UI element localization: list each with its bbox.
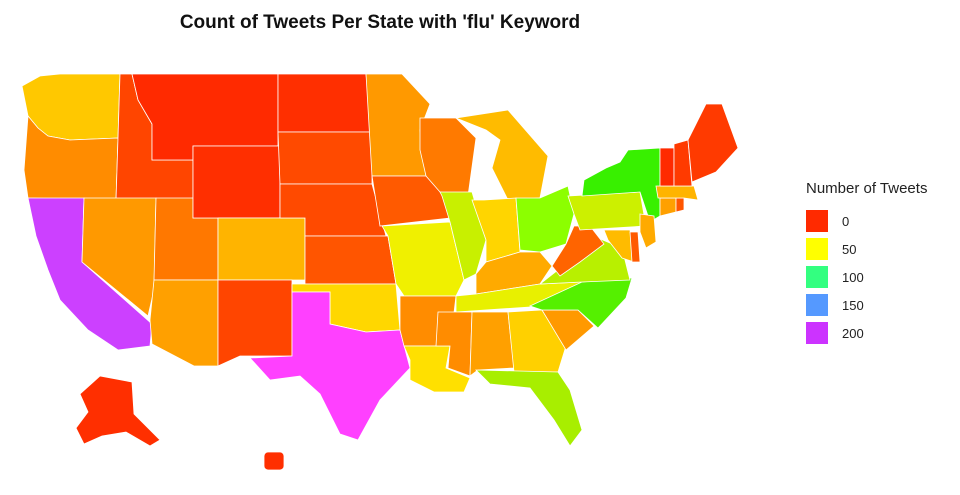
legend-item-0: 0 bbox=[806, 207, 927, 235]
us-map bbox=[21, 73, 739, 471]
state-connecticut bbox=[659, 197, 677, 217]
state-rhode-island bbox=[675, 197, 685, 213]
state-louisiana bbox=[403, 345, 471, 393]
state-nevada bbox=[81, 197, 157, 317]
state-alaska bbox=[75, 375, 161, 447]
legend-item-50: 50 bbox=[806, 235, 927, 263]
state-texas bbox=[249, 291, 411, 441]
state-ohio bbox=[515, 185, 575, 253]
state-hawaii bbox=[263, 451, 285, 471]
state-maine bbox=[687, 103, 739, 183]
state-wyoming bbox=[192, 145, 281, 219]
legend-item-150: 150 bbox=[806, 291, 927, 319]
state-new-hampshire bbox=[673, 139, 693, 187]
legend-label-150: 150 bbox=[842, 297, 864, 313]
state-florida bbox=[475, 369, 583, 447]
state-arizona bbox=[149, 279, 219, 367]
legend-label-200: 200 bbox=[842, 325, 864, 341]
state-south-dakota bbox=[277, 131, 373, 185]
legend-swatch-50 bbox=[806, 238, 828, 260]
state-delaware bbox=[629, 231, 641, 263]
legend-label-50: 50 bbox=[842, 241, 857, 257]
legend-label-100: 100 bbox=[842, 269, 864, 285]
legend-label-0: 0 bbox=[842, 213, 850, 229]
state-massachusetts bbox=[655, 185, 699, 201]
state-west-virginia bbox=[551, 225, 605, 277]
state-vermont bbox=[659, 147, 675, 187]
state-pennsylvania bbox=[567, 191, 647, 231]
legend-swatch-0 bbox=[806, 210, 828, 232]
state-colorado bbox=[217, 217, 306, 281]
legend-swatch-100 bbox=[806, 266, 828, 288]
legend: Number of Tweets 0 50 100 150 200 bbox=[806, 180, 927, 347]
legend-item-100: 100 bbox=[806, 263, 927, 291]
legend-swatch-200 bbox=[806, 322, 828, 344]
legend-item-200: 200 bbox=[806, 319, 927, 347]
legend-title: Number of Tweets bbox=[806, 180, 928, 197]
state-new-mexico bbox=[217, 279, 293, 367]
state-north-dakota bbox=[277, 73, 373, 133]
state-maryland bbox=[603, 229, 635, 263]
legend-swatch-150 bbox=[806, 294, 828, 316]
map-title: Count of Tweets Per State with 'flu' Key… bbox=[179, 12, 581, 33]
state-kansas bbox=[304, 235, 397, 285]
state-new-jersey bbox=[639, 213, 657, 249]
state-alabama bbox=[469, 311, 515, 377]
